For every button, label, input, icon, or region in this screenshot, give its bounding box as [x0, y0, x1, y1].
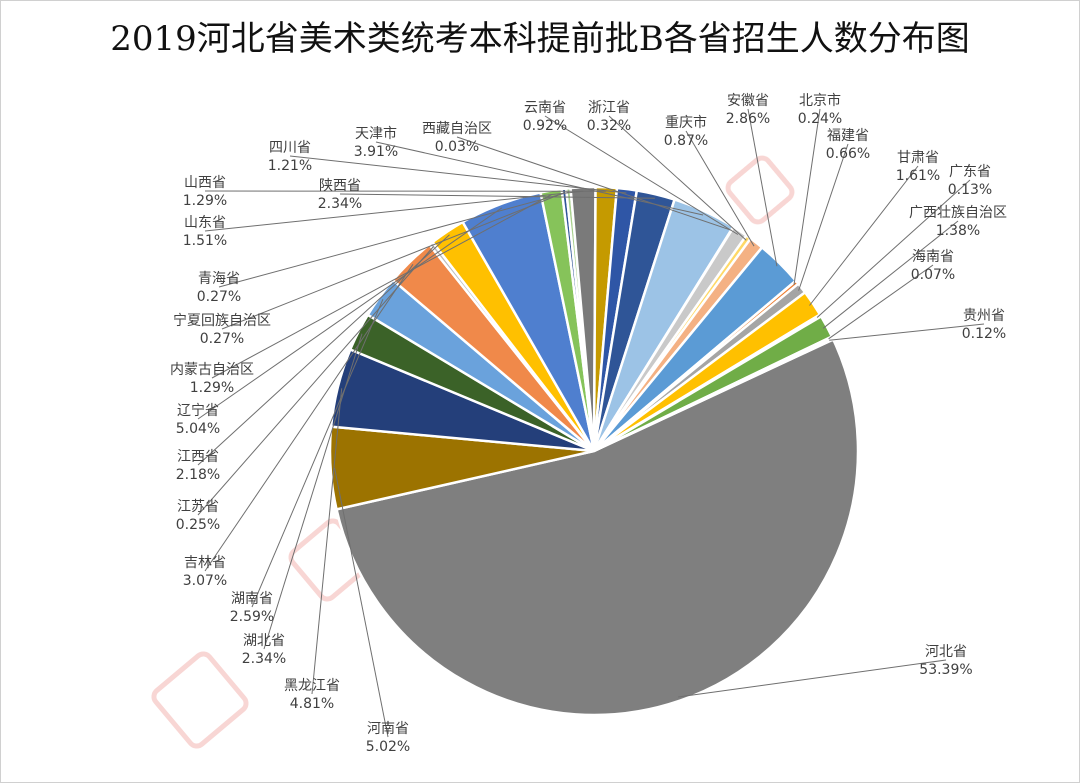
leader-line: [747, 108, 778, 267]
leader-line: [828, 264, 934, 340]
slice-label-value: 1.29%: [183, 193, 227, 209]
leader-line: [204, 190, 584, 232]
slice-label-value: 0.87%: [664, 133, 708, 149]
slice-label-name: 宁夏回族自治区: [173, 312, 271, 329]
slice-label-value: 2.34%: [318, 196, 362, 212]
slice-label-value: 2.34%: [242, 651, 286, 667]
slice-label-name: 四川省: [269, 140, 311, 156]
leader-line: [204, 264, 414, 572]
slice-label-name: 河北省: [925, 644, 967, 660]
slice-label-name: 内蒙古自治区: [170, 362, 254, 378]
leader-line: [218, 191, 569, 288]
leader-line: [289, 155, 627, 194]
leader-line: [311, 388, 343, 695]
slice-label-value: 4.81%: [290, 696, 334, 712]
slice-label-name: 浙江省: [588, 100, 630, 116]
leader-line: [197, 207, 503, 420]
slice-label-name: 甘肃省: [897, 150, 939, 166]
slice-label-name: 黑龙江省: [284, 678, 340, 694]
slice-label-name: 湖南省: [231, 591, 273, 607]
slice-label-value: 3.91%: [354, 144, 398, 160]
slice-label-name: 北京市: [799, 92, 841, 109]
slice-label-value: 0.25%: [176, 517, 220, 533]
slice-label-value: 2.86%: [726, 111, 770, 127]
leader-line: [816, 179, 971, 318]
slice-label-name: 重庆市: [665, 114, 707, 131]
slice-label-value: 0.27%: [197, 289, 241, 305]
chart-title: 2019河北省美术类统考本科提前批B各省招生人数分布图: [110, 19, 970, 59]
slice-label-value: 0.27%: [200, 331, 244, 347]
slice-label-value: 0.66%: [826, 146, 870, 162]
slice-label-name: 广东省: [949, 164, 991, 180]
slice-label-value: 5.04%: [176, 421, 220, 437]
slice-label-value: 5.02%: [366, 739, 410, 755]
watermark-glyph: [151, 651, 249, 749]
slice-label-name: 海南省: [912, 249, 954, 265]
slice-label-name: 云南省: [524, 100, 566, 116]
slice-label-value: 0.12%: [962, 326, 1006, 342]
slice-label-name: 贵州省: [963, 308, 1005, 324]
leader-line: [334, 467, 389, 738]
slice-label-value: 53.39%: [919, 662, 972, 678]
slice-label-name: 天津市: [355, 125, 397, 142]
leader-line: [809, 165, 919, 306]
slice-label-name: 江苏省: [177, 499, 219, 515]
slice-label-value: 1.38%: [936, 223, 980, 239]
leader-line: [339, 193, 655, 199]
leader-line: [456, 136, 732, 231]
slice-label-name: 青海省: [198, 271, 240, 287]
leader-line: [608, 115, 747, 241]
leader-line: [544, 115, 739, 235]
pie-slice: [335, 337, 860, 717]
slice-label-value: 1.29%: [190, 380, 234, 396]
slice-label-value: 0.07%: [911, 267, 955, 283]
leader-line: [211, 194, 552, 379]
leader-line: [829, 323, 985, 341]
slice-label-name: 河南省: [367, 721, 409, 737]
slice-label-value: 2.18%: [176, 467, 220, 483]
slice-label-value: 0.24%: [798, 111, 842, 127]
leader-line: [685, 130, 755, 247]
slice-label-value: 1.51%: [183, 233, 227, 249]
slice-label-name: 江西省: [177, 449, 219, 465]
slice-label-name: 辽宁省: [177, 402, 219, 419]
slice-label-value: 1.21%: [268, 158, 312, 174]
slice-label-value: 3.07%: [183, 573, 227, 589]
slice-label-value: 2.59%: [230, 609, 274, 625]
leader-line: [798, 143, 849, 291]
leader-line: [197, 246, 434, 516]
leader-line: [678, 659, 947, 698]
slice-label-value: 0.92%: [523, 118, 567, 134]
slice-label-name: 吉林省: [184, 555, 226, 571]
leader-line: [251, 299, 384, 608]
leader-line: [793, 108, 821, 285]
slice-label-name: 湖北省: [243, 633, 285, 649]
slice-label-name: 山西省: [184, 175, 226, 191]
slice-label-value: 0.32%: [587, 118, 631, 134]
slice-label-name: 陕西省: [319, 178, 361, 194]
leader-line: [221, 192, 565, 330]
watermark-glyph: [725, 155, 795, 225]
leader-line: [375, 141, 704, 216]
slice-label-name: 广西壮族自治区: [909, 205, 1007, 221]
slice-label-value: 0.03%: [435, 139, 479, 155]
slice-label-value: 0.13%: [948, 182, 992, 198]
slice-label-name: 西藏自治区: [422, 121, 492, 137]
slice-label-name: 福建省: [827, 128, 869, 144]
slice-label-value: 1.61%: [896, 168, 940, 184]
slice-label-name: 安徽省: [727, 93, 769, 109]
slice-label-name: 山东省: [184, 215, 226, 231]
leader-line: [822, 220, 959, 329]
